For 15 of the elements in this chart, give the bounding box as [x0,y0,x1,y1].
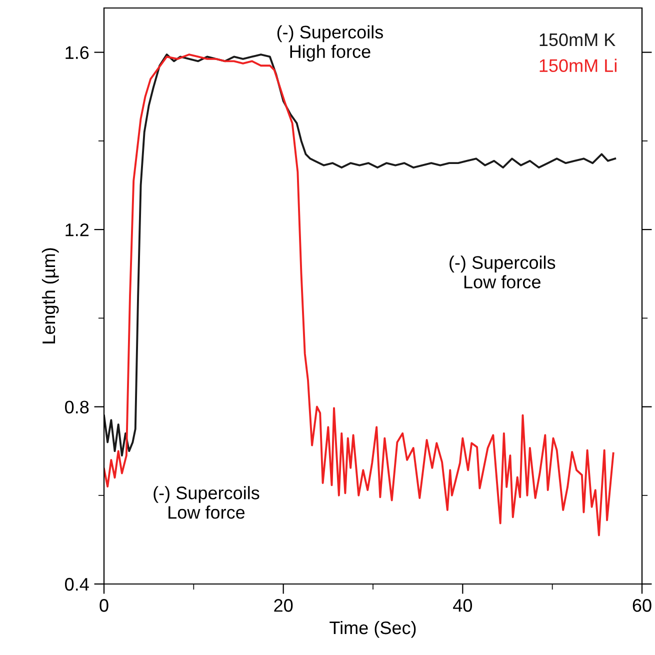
y-tick-label: 0.8 [65,400,89,414]
x-tick-label: 20 [274,599,293,612]
y-tick-label: 0.4 [65,578,89,591]
y-tick-label: 1.2 [66,223,89,236]
x-tick-label: 60 [632,599,652,612]
x-tick-label: 0 [100,599,108,612]
x-tick-label: 40 [453,599,472,612]
annotation: (-) Supercoils Low force [154,486,260,519]
text: 150mM Li [540,58,616,72]
x-axis-title: Time (Sec) [330,620,416,638]
text: 150mM K [540,33,616,46]
annotation: (-) Supercoils High force [277,25,383,62]
annotation: (-) Supercoils Low force [450,256,556,288]
y-tick-label: 1.6 [66,46,89,60]
y-axis-title: Length (µm) [42,248,59,344]
